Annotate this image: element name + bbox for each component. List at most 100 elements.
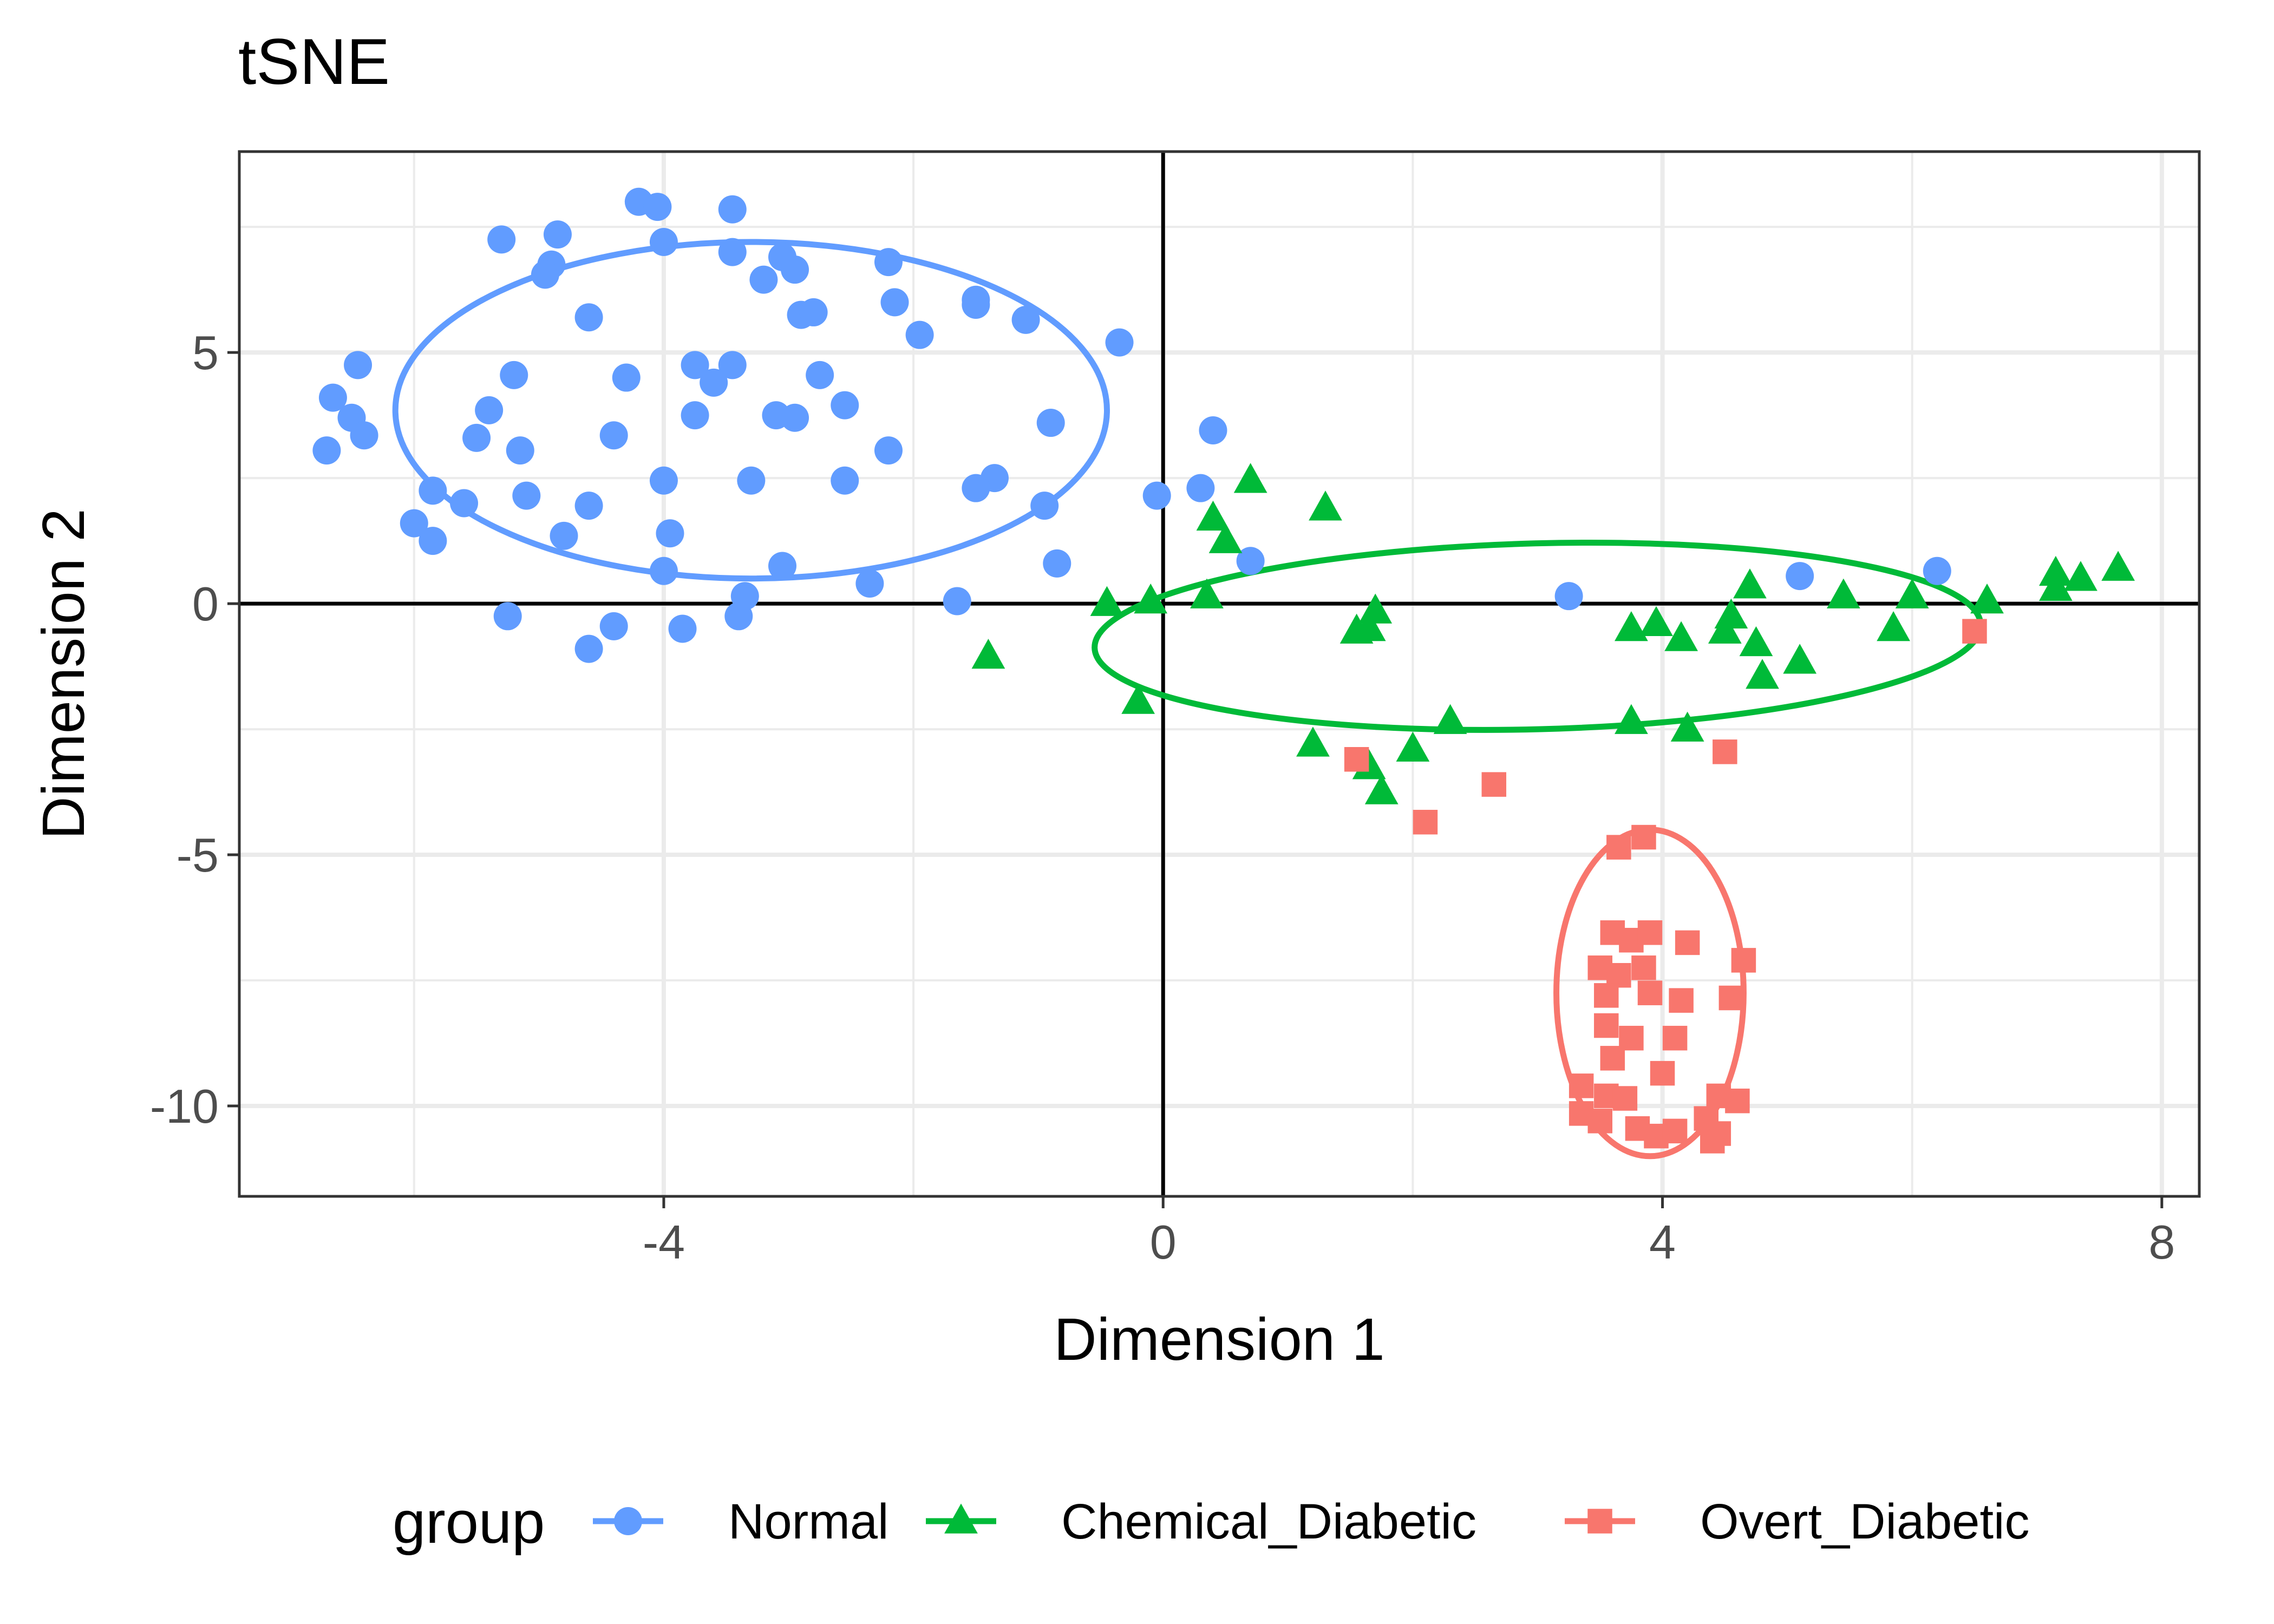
point-normal	[574, 492, 603, 520]
plot-panel	[239, 152, 2199, 1196]
point-normal	[737, 466, 766, 495]
legend-key-marker-overt-diabetic	[1587, 1509, 1612, 1534]
point-normal	[855, 569, 884, 598]
point-overt-diabetic	[1344, 746, 1369, 772]
point-chemical-diabetic	[1433, 704, 1467, 734]
point-normal	[668, 614, 697, 643]
y-tick-label: -5	[177, 828, 219, 882]
point-chemical-diabetic	[1196, 500, 1230, 531]
point-overt-diabetic	[1675, 930, 1700, 955]
point-normal	[1199, 416, 1227, 444]
y-tick-label: -10	[150, 1079, 219, 1133]
point-normal	[318, 383, 347, 412]
x-tick-label: -4	[643, 1215, 685, 1269]
point-normal	[506, 436, 534, 465]
point-normal	[512, 481, 541, 510]
point-overt-diabetic	[1731, 948, 1756, 973]
point-overt-diabetic	[1413, 809, 1438, 835]
point-normal	[1105, 328, 1134, 357]
point-chemical-diabetic	[1352, 749, 1386, 780]
point-normal	[493, 602, 522, 631]
point-normal	[781, 256, 809, 284]
point-chemical-diabetic	[1746, 659, 1779, 689]
x-tick-label: 8	[2148, 1215, 2175, 1269]
point-normal	[599, 421, 628, 450]
point-overt-diabetic	[1962, 619, 1987, 644]
point-normal	[543, 220, 572, 249]
point-normal	[943, 587, 971, 615]
point-chemical-diabetic	[1739, 626, 1773, 657]
point-chemical-diabetic	[1783, 644, 1817, 674]
point-overt-diabetic	[1481, 772, 1507, 797]
point-normal	[475, 396, 504, 424]
point-normal	[312, 436, 341, 465]
point-normal	[781, 403, 809, 432]
plot-border	[238, 150, 2201, 1198]
point-normal	[1036, 409, 1065, 437]
point-chemical-diabetic	[1826, 578, 1860, 608]
point-overt-diabetic	[1669, 988, 1694, 1013]
point-overt-diabetic	[1569, 1073, 1594, 1098]
point-chemical-diabetic	[2038, 555, 2073, 586]
point-chemical-diabetic	[2038, 571, 2073, 601]
point-overt-diabetic	[1650, 1060, 1675, 1086]
point-normal	[874, 248, 903, 277]
point-normal	[681, 401, 709, 430]
point-normal	[1142, 481, 1171, 510]
point-normal	[962, 291, 990, 319]
point-chemical-diabetic	[2101, 551, 2135, 581]
point-chemical-diabetic	[1296, 726, 1330, 757]
point-overt-diabetic	[1606, 835, 1631, 860]
x-tick-label: 4	[1649, 1215, 1676, 1269]
point-normal	[718, 238, 747, 266]
point-normal	[656, 519, 684, 548]
point-chemical-diabetic	[1233, 463, 1267, 493]
point-normal	[874, 436, 903, 465]
point-normal	[1186, 474, 1215, 502]
point-normal	[905, 320, 934, 349]
point-normal	[831, 466, 859, 495]
data-points	[312, 187, 2135, 1154]
point-normal	[574, 303, 603, 332]
point-normal	[649, 228, 678, 257]
point-overt-diabetic	[1612, 1086, 1638, 1111]
point-chemical-diabetic	[971, 639, 1005, 669]
point-overt-diabetic	[1587, 1109, 1612, 1134]
point-normal	[806, 361, 834, 389]
point-normal	[450, 489, 479, 518]
point-normal	[419, 476, 447, 505]
y-tick-label: 0	[192, 577, 219, 631]
point-chemical-diabetic	[1708, 613, 1742, 644]
point-normal	[350, 421, 378, 450]
point-chemical-diabetic	[1639, 606, 1673, 636]
point-normal	[681, 351, 709, 379]
point-overt-diabetic	[1631, 955, 1656, 980]
legend-key-marker-normal	[614, 1507, 642, 1535]
x-axis-label: Dimension 1	[1054, 1306, 1384, 1373]
point-normal	[531, 260, 559, 289]
point-normal	[344, 351, 373, 379]
point-chemical-diabetic	[1664, 621, 1698, 651]
point-normal	[880, 288, 909, 317]
point-chemical-diabetic	[1895, 578, 1929, 608]
point-chemical-diabetic	[1309, 490, 1342, 521]
legend-key-marker-chemical-diabetic	[944, 1503, 978, 1534]
point-overt-diabetic	[1725, 1088, 1750, 1114]
point-overt-diabetic	[1600, 1046, 1625, 1071]
point-normal	[700, 368, 728, 397]
point-chemical-diabetic	[1970, 583, 2004, 614]
point-normal	[718, 351, 747, 379]
ellipse-normal	[392, 239, 1110, 582]
y-axis: 5 0 -5 -10	[150, 326, 239, 1133]
point-chemical-diabetic	[1670, 711, 1704, 742]
point-overt-diabetic	[1631, 824, 1656, 850]
x-axis: -4 0 4 8	[643, 1196, 2175, 1269]
x-tick-label: 0	[1150, 1215, 1177, 1269]
point-normal	[831, 391, 859, 420]
point-overt-diabetic	[1662, 1118, 1688, 1144]
point-chemical-diabetic	[1208, 523, 1243, 553]
point-normal	[1030, 492, 1059, 520]
y-tick-label: 5	[192, 326, 219, 379]
point-overt-diabetic	[1713, 739, 1737, 764]
point-normal	[462, 423, 491, 452]
